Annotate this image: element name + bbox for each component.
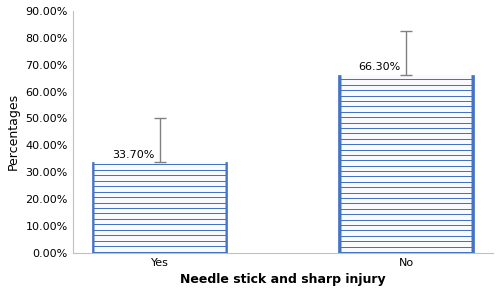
Bar xyxy=(92,162,228,253)
Text: 66.30%: 66.30% xyxy=(358,62,401,72)
Bar xyxy=(338,75,474,253)
Y-axis label: Percentages: Percentages xyxy=(7,93,20,170)
Text: 33.70%: 33.70% xyxy=(112,150,154,160)
X-axis label: Needle stick and sharp injury: Needle stick and sharp injury xyxy=(180,273,386,286)
